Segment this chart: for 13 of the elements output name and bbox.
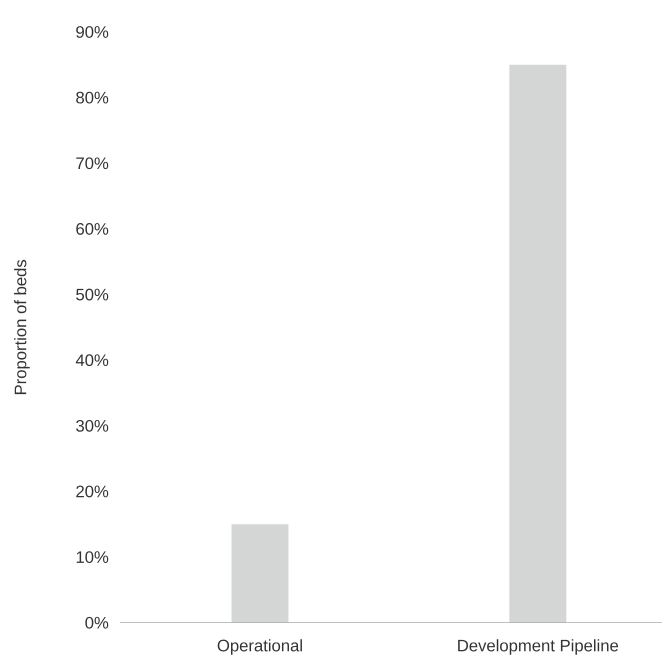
- x-tick-label: Development Pipeline: [458, 639, 618, 655]
- y-axis-title: Proportion of beds: [14, 260, 30, 394]
- y-tick-label: 30%: [76, 420, 108, 432]
- y-tick-label: 70%: [76, 158, 108, 170]
- y-tick-label: 40%: [76, 354, 108, 366]
- y-tick-label: 20%: [76, 486, 108, 498]
- y-tick-label: 90%: [76, 26, 108, 38]
- y-tick-label: 60%: [76, 223, 108, 235]
- y-tick-label: 80%: [76, 92, 108, 104]
- y-tick-label: 50%: [76, 288, 108, 301]
- y-tick-label: 0%: [85, 616, 108, 629]
- x-tick-label: Operational: [218, 639, 302, 655]
- y-tick-label: 10%: [76, 551, 108, 564]
